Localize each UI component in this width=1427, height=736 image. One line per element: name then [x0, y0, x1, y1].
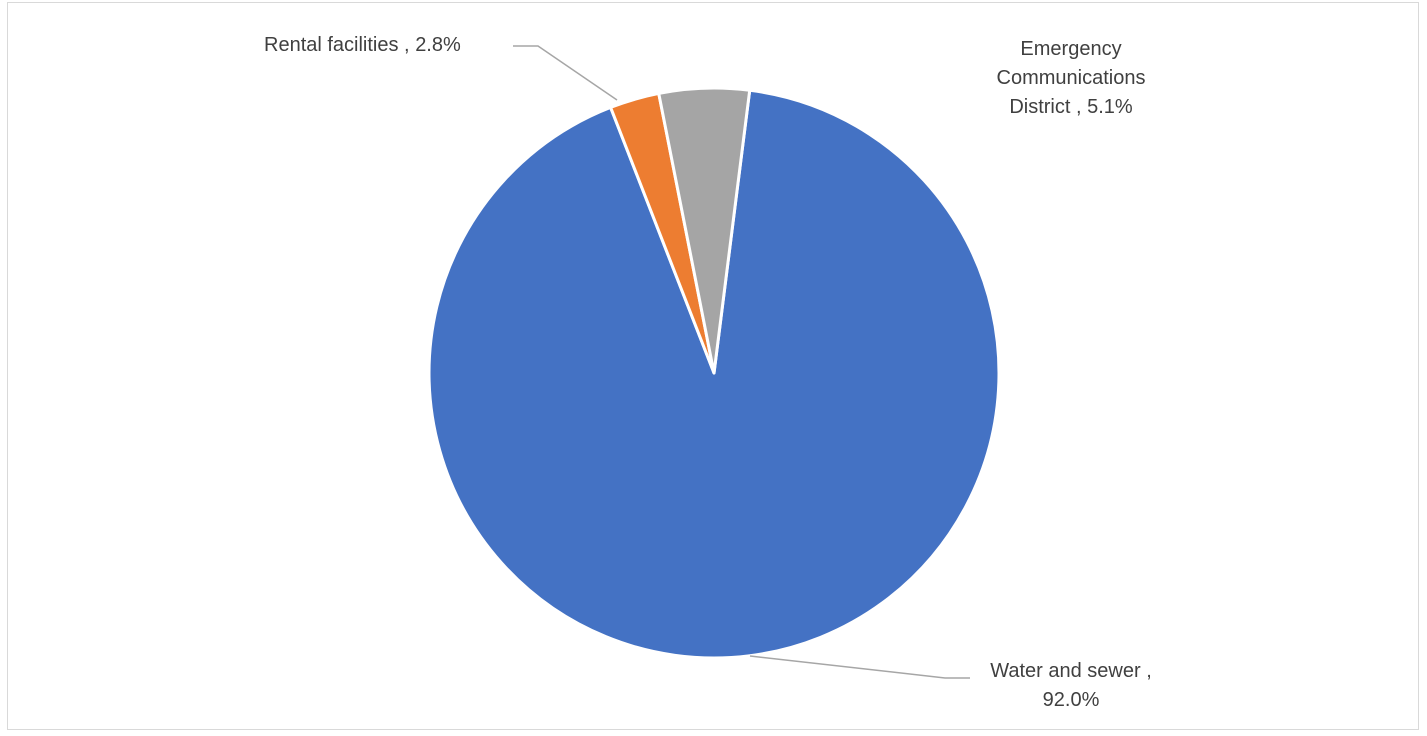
- data-label-emergency-line-1: Emergency: [1020, 38, 1122, 60]
- data-label-water-sewer-value: 92.0%: [1042, 689, 1100, 711]
- leader-lines: [513, 45, 970, 679]
- data-label-water-sewer: Water and sewer , 92.0%: [958, 657, 1184, 715]
- pie-slice-emergency-communications: [657, 86, 752, 375]
- data-label-water-sewer-name: Water and sewer ,: [990, 660, 1152, 682]
- data-label-rental-value: 2.8%: [415, 34, 461, 56]
- data-label-emergency: Emergency Communications District , 5.1%: [971, 35, 1171, 122]
- leader-line-rental: [513, 45, 618, 101]
- leader-line-water: [749, 655, 970, 679]
- data-label-rental: Rental facilities , 2.8%: [264, 31, 461, 60]
- data-label-rental-name: Rental facilities ,: [264, 34, 410, 56]
- data-label-emergency-line-2: Communications: [996, 67, 1146, 89]
- pie-slices: [427, 86, 1001, 660]
- data-label-emergency-line-3: District , 5.1%: [1009, 96, 1133, 118]
